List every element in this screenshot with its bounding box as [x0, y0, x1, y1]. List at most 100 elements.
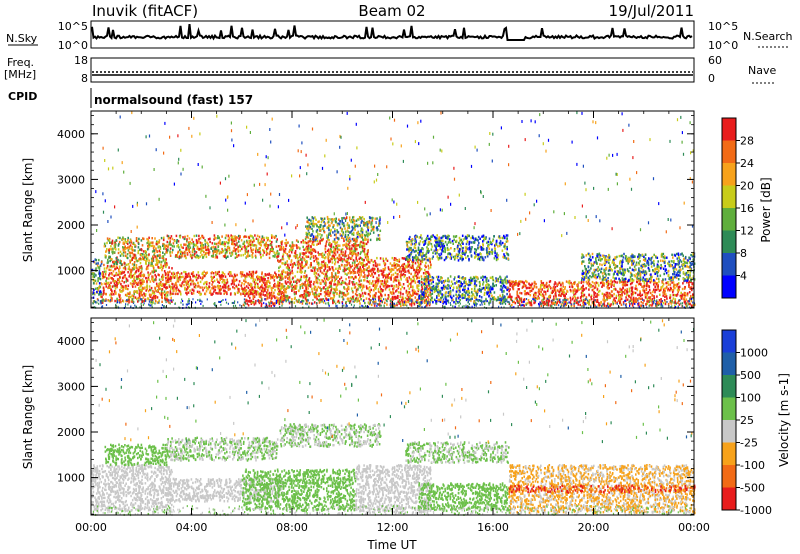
power-cell	[317, 242, 320, 245]
power-cell	[415, 274, 417, 278]
power-cell	[475, 297, 478, 301]
power-cell	[98, 277, 100, 280]
power-cell	[378, 237, 381, 240]
power-cell	[298, 263, 300, 266]
power-cell	[155, 255, 157, 258]
power-cell	[221, 250, 224, 254]
power-cell	[446, 255, 449, 258]
power-cell	[488, 289, 490, 292]
power-cell	[221, 235, 223, 238]
power-cell	[163, 236, 165, 239]
power-cell	[319, 225, 322, 228]
power-cell	[224, 244, 226, 248]
power-cell	[132, 253, 135, 256]
power-cell	[398, 270, 401, 273]
power-cell	[329, 285, 332, 288]
power-cell	[355, 256, 357, 259]
power-cell	[227, 288, 230, 291]
power-cell	[306, 225, 309, 228]
power-cell	[267, 292, 270, 296]
power-cell	[284, 263, 286, 266]
power-cell	[395, 285, 398, 288]
power-cell	[323, 277, 326, 280]
power-cell	[133, 276, 136, 279]
power-cell	[342, 251, 344, 254]
power-cell	[424, 295, 426, 299]
power-cell	[480, 246, 482, 249]
power-cell	[152, 246, 155, 250]
power-cell	[201, 244, 203, 247]
power-cell	[318, 241, 321, 244]
power-cell	[279, 284, 281, 287]
power-cell	[122, 251, 125, 254]
power-cell	[345, 230, 347, 233]
power-cell	[461, 293, 464, 296]
power-cell	[378, 263, 381, 266]
power-cell	[340, 227, 343, 231]
power-cell	[204, 292, 207, 296]
power-cell	[302, 296, 304, 299]
power-cell	[349, 252, 351, 255]
power-cell	[260, 285, 262, 289]
power-cell	[202, 244, 204, 247]
power-cell	[176, 272, 178, 275]
power-cell	[498, 235, 501, 238]
power-cell	[232, 240, 234, 244]
power-cell	[119, 254, 122, 257]
power-cell	[441, 244, 443, 247]
power-cell	[326, 249, 329, 252]
power-cell	[384, 278, 386, 282]
power-cell	[378, 219, 381, 222]
power-cell	[293, 301, 296, 304]
power-cell	[96, 290, 98, 294]
power-cell	[490, 250, 492, 254]
power-cell	[350, 230, 353, 233]
power-cell	[321, 234, 323, 237]
power-cell	[302, 245, 304, 249]
power-cell	[290, 280, 292, 284]
nsky-tick-top: 10^5	[58, 20, 88, 33]
power-cell	[288, 275, 291, 279]
power-cell	[327, 227, 330, 230]
power-cell	[390, 269, 393, 273]
power-cell	[457, 297, 460, 300]
power-cell	[294, 275, 296, 278]
power-cell	[148, 285, 151, 288]
power-cell	[424, 278, 427, 281]
power-cell	[201, 272, 204, 275]
power-cell	[172, 274, 174, 277]
power-cell	[230, 234, 232, 237]
power-cell	[306, 234, 308, 237]
power-cell	[367, 232, 369, 235]
power-cell	[158, 278, 161, 281]
power-cell	[399, 281, 401, 285]
power-cell	[352, 280, 355, 284]
power-cell	[226, 278, 228, 281]
power-cell	[128, 301, 130, 304]
power-cell	[420, 275, 423, 278]
freq-unit: [MHz]	[4, 68, 36, 81]
power-cell	[330, 234, 332, 237]
power-cell	[219, 250, 221, 254]
power-cell	[225, 282, 228, 285]
power-cell	[117, 273, 119, 277]
power-cell	[329, 260, 332, 263]
power-cell	[115, 248, 117, 251]
power-cell	[357, 232, 359, 235]
power-cell	[435, 302, 438, 305]
power-cell	[368, 280, 371, 283]
power-cell	[347, 226, 349, 229]
power-cell	[319, 298, 321, 301]
power-cell	[368, 289, 371, 292]
power-cell	[140, 290, 142, 293]
power-cell	[341, 222, 344, 226]
power-cell	[360, 298, 362, 301]
power-cell	[252, 275, 254, 278]
power-cell	[220, 275, 223, 278]
power-cell	[370, 269, 372, 272]
power-cell	[407, 248, 410, 251]
power-cell	[93, 300, 96, 303]
power-cell	[225, 248, 228, 252]
power-cell	[163, 285, 165, 288]
power-cell	[238, 290, 240, 293]
